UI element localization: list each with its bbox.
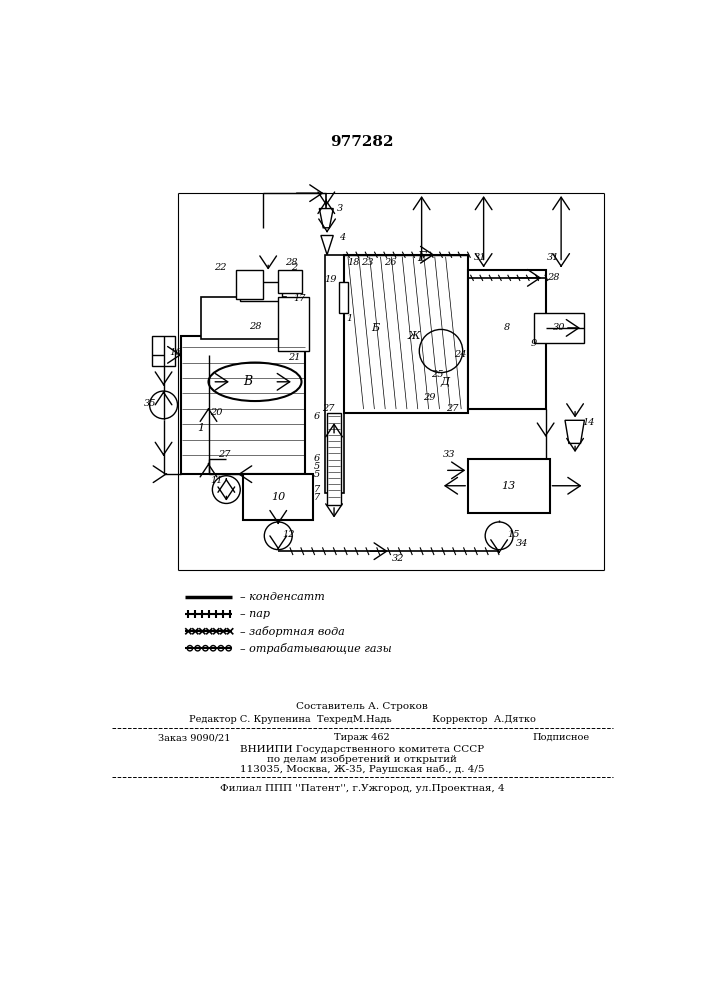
Bar xyxy=(339,282,348,312)
Text: – конденсатт: – конденсатт xyxy=(240,592,325,602)
Text: 22: 22 xyxy=(214,263,226,272)
Text: 6: 6 xyxy=(314,454,320,463)
Text: Редактор С. Крупенина  ТехредМ.Надь             Корректор  А.Дятко: Редактор С. Крупенина ТехредМ.Надь Корре… xyxy=(189,715,535,724)
Bar xyxy=(235,270,263,299)
Bar xyxy=(534,312,585,343)
Text: 977282: 977282 xyxy=(330,135,394,149)
Text: 8: 8 xyxy=(504,323,510,332)
Text: 25: 25 xyxy=(431,370,443,379)
Bar xyxy=(468,459,549,513)
Text: 10: 10 xyxy=(271,492,286,502)
Text: 3: 3 xyxy=(337,204,344,213)
Circle shape xyxy=(211,646,216,651)
Text: Подписное: Подписное xyxy=(532,733,590,742)
Text: 7: 7 xyxy=(314,485,320,494)
Bar xyxy=(279,297,309,351)
Text: 34: 34 xyxy=(516,539,529,548)
Circle shape xyxy=(218,646,223,651)
Text: 17: 17 xyxy=(293,294,306,303)
Text: 31: 31 xyxy=(547,253,560,262)
Text: 11: 11 xyxy=(210,476,223,485)
Text: – забортная вода: – забортная вода xyxy=(240,626,344,637)
Polygon shape xyxy=(565,420,585,443)
Text: Д: Д xyxy=(440,377,450,387)
Text: 113035, Москва, Ж-35, Раушская наб., д. 4/5: 113035, Москва, Ж-35, Раушская наб., д. … xyxy=(240,764,484,774)
Polygon shape xyxy=(320,209,333,228)
Circle shape xyxy=(226,646,231,651)
Text: 33: 33 xyxy=(443,450,455,459)
Text: 1: 1 xyxy=(197,423,204,433)
Circle shape xyxy=(212,476,240,503)
Text: 5: 5 xyxy=(314,470,320,479)
Text: 28: 28 xyxy=(547,273,560,282)
Text: 30: 30 xyxy=(553,323,565,332)
Text: ВНИИПИ Государственного комитета СССР: ВНИИПИ Государственного комитета СССР xyxy=(240,745,484,754)
Text: 14: 14 xyxy=(582,418,595,427)
Bar xyxy=(279,297,309,351)
Text: Филиал ППП ''Патент'', г.Ужгород, ул.Проектная, 4: Филиал ППП ''Патент'', г.Ужгород, ул.Про… xyxy=(220,784,504,793)
Circle shape xyxy=(264,522,292,550)
Text: Б: Б xyxy=(371,323,379,333)
Circle shape xyxy=(187,646,192,651)
Text: 23: 23 xyxy=(361,258,373,267)
Text: Е: Е xyxy=(417,251,426,264)
Text: 26: 26 xyxy=(385,258,397,267)
Text: 1: 1 xyxy=(346,314,353,323)
Circle shape xyxy=(419,329,462,373)
Text: 24: 24 xyxy=(454,350,467,359)
Text: – пар: – пар xyxy=(240,609,269,619)
Text: В: В xyxy=(243,375,252,388)
Bar xyxy=(327,413,341,505)
Polygon shape xyxy=(344,255,468,413)
Bar xyxy=(201,297,286,339)
Bar xyxy=(240,282,282,301)
Bar xyxy=(279,270,301,293)
Bar xyxy=(243,474,313,520)
Circle shape xyxy=(203,646,208,651)
Text: по делам изобретений и открытий: по делам изобретений и открытий xyxy=(267,754,457,764)
Text: 13: 13 xyxy=(501,481,515,491)
Circle shape xyxy=(150,391,177,419)
Text: 16: 16 xyxy=(169,348,182,357)
Text: 5: 5 xyxy=(314,462,320,471)
Text: Составитель А. Строков: Составитель А. Строков xyxy=(296,702,428,711)
Ellipse shape xyxy=(209,363,301,401)
Text: 31: 31 xyxy=(474,253,486,262)
Text: 12: 12 xyxy=(282,530,295,539)
Bar xyxy=(152,336,175,366)
Text: 28: 28 xyxy=(249,322,262,331)
Text: 29: 29 xyxy=(423,393,436,402)
Text: 27: 27 xyxy=(322,404,335,413)
Text: Ж: Ж xyxy=(408,331,420,341)
Text: 18: 18 xyxy=(347,258,360,267)
Text: 9: 9 xyxy=(531,339,537,348)
Text: 27: 27 xyxy=(446,404,459,413)
Text: 15: 15 xyxy=(508,530,520,539)
Bar xyxy=(182,336,305,474)
Bar xyxy=(325,255,344,493)
Text: Тираж 462: Тираж 462 xyxy=(334,733,390,742)
Text: 4: 4 xyxy=(339,233,345,242)
Bar xyxy=(468,270,546,409)
Polygon shape xyxy=(321,235,333,255)
Text: Заказ 9090/21: Заказ 9090/21 xyxy=(158,733,230,742)
Text: 2: 2 xyxy=(291,263,297,272)
Text: 6: 6 xyxy=(314,412,320,421)
Circle shape xyxy=(485,522,513,550)
Text: 20: 20 xyxy=(210,408,223,417)
Text: 32: 32 xyxy=(392,554,404,563)
Text: – отрабатывающие газы: – отрабатывающие газы xyxy=(240,643,391,654)
Circle shape xyxy=(195,646,200,651)
Text: 19: 19 xyxy=(325,275,337,284)
Text: 35: 35 xyxy=(144,399,157,408)
Text: 7: 7 xyxy=(314,493,320,502)
Text: 27: 27 xyxy=(218,450,230,459)
Text: 28: 28 xyxy=(285,258,298,267)
Text: 21: 21 xyxy=(288,353,300,362)
